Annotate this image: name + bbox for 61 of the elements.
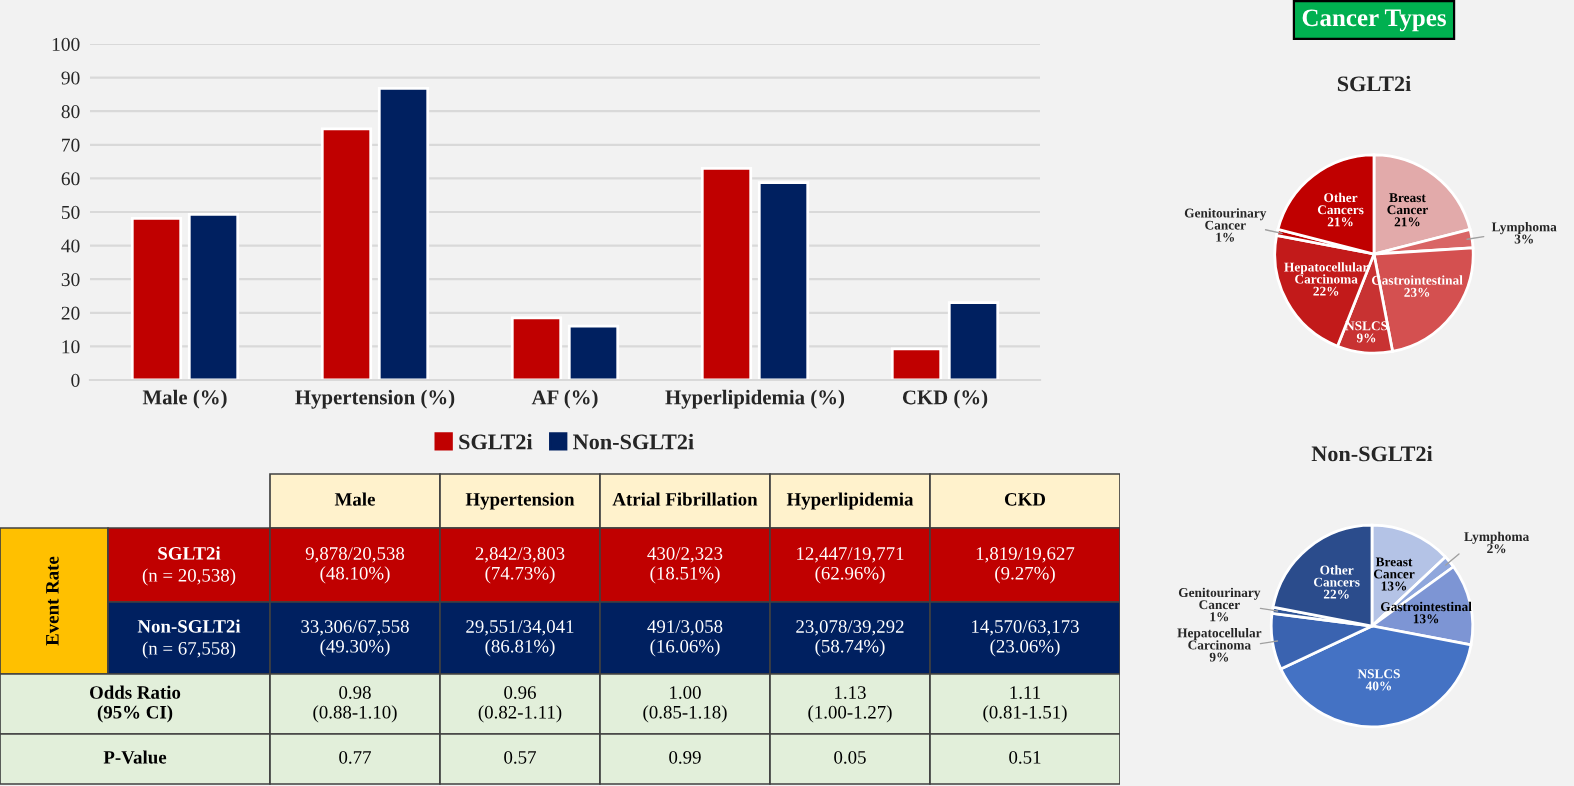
bar (130, 216, 183, 380)
y-tick-label: 90 (61, 71, 80, 85)
text: 9,878/20,538 (48.10%) (305, 547, 405, 584)
text: 0.98 (0.88-1.10) (313, 686, 397, 723)
y-tick-label: 60 (61, 172, 80, 186)
text: 14,570/63,173 (23.06%) (972, 620, 1079, 657)
y-tick-label: 10 (62, 340, 80, 354)
y-tick-label: 70 (62, 138, 80, 152)
text: Non-SGLT2i (n = 67,558) (137, 619, 241, 659)
text: 12,447/19,771 (62.96%) (797, 547, 904, 584)
chart-title: SGLT2i (1337, 75, 1411, 92)
legend-label: Non-SGLT2i (573, 433, 694, 450)
bar (377, 86, 430, 380)
text: 1.00 (0.85-1.18) (643, 686, 727, 723)
text: 430/2,323 (18.51%) (647, 547, 723, 584)
text: SGLT2i (n = 20,538) (142, 546, 236, 586)
y-tick-label: 100 (52, 37, 80, 51)
bar (890, 347, 943, 380)
text: Event Rate (46, 556, 59, 646)
text: 33,306/67,558 (49.30%) (301, 620, 409, 657)
text: 23,078/39,292 (58.74%) (796, 620, 904, 657)
text: Atrial Fibrillation (612, 492, 758, 506)
bar (510, 316, 563, 380)
bar (947, 301, 1000, 380)
text: 2,842/3,803 (74.73%) (475, 547, 565, 584)
text: 1.13 (1.00-1.27) (808, 686, 892, 723)
chart-title: Non-SGLT2i (1311, 445, 1433, 462)
y-tick-label: 80 (61, 105, 80, 119)
bar (320, 127, 373, 380)
x-tick-label: Male (%) (142, 389, 227, 409)
text: 0.05 (834, 750, 866, 764)
text: 0.96 (0.82-1.11) (478, 686, 562, 723)
y-tick-label: 40 (61, 239, 80, 253)
bar (567, 324, 620, 380)
x-tick-label: Hyperlipidemia (%) (665, 389, 845, 409)
x-tick-label: Hypertension (%) (295, 389, 455, 409)
text: Male (334, 492, 375, 506)
y-tick-label: 0 (71, 373, 80, 387)
text: CKD (1004, 493, 1046, 506)
text: 1,819/19,627 (9.27%) (976, 547, 1075, 584)
legend-label: SGLT2i (459, 433, 533, 450)
text: 0.51 (1009, 750, 1041, 764)
bar (700, 167, 753, 380)
text: 29,551/34,041 (86.81%) (466, 620, 574, 657)
text: 0.57 (504, 750, 536, 764)
text: 1.11 (0.81-1.51) (983, 686, 1067, 723)
x-tick-label: AF (%) (531, 389, 598, 409)
text: 0.99 (669, 750, 701, 764)
bar (757, 181, 810, 380)
y-tick-label: 30 (61, 273, 80, 287)
y-tick-label: 20 (61, 306, 80, 320)
text: Hypertension (465, 492, 575, 510)
text: Hyperlipidemia (786, 492, 914, 510)
bar (187, 212, 240, 380)
text: 0.77 (339, 750, 371, 764)
text: 491/3,058 (16.06%) (647, 620, 723, 657)
text: Odds Ratio (95% CI) (90, 685, 181, 723)
text: P-Value (103, 750, 167, 764)
x-tick-label: CKD (%) (902, 389, 988, 409)
y-tick-label: 50 (61, 205, 80, 219)
text: Cancer Types (1302, 9, 1446, 32)
